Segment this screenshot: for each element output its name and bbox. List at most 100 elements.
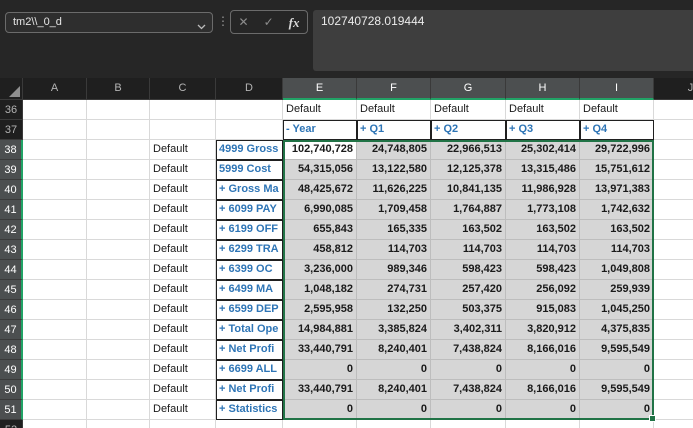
cell-B50[interactable] xyxy=(87,380,150,400)
cell-F52[interactable] xyxy=(357,420,431,428)
cell-I38[interactable]: 29,722,996 xyxy=(580,140,654,160)
cell-I43[interactable]: 114,703 xyxy=(580,240,654,260)
cell-F47[interactable]: 3,385,824 xyxy=(357,320,431,340)
row-header-40[interactable]: 40 xyxy=(0,180,23,200)
cell-J45[interactable] xyxy=(654,280,693,300)
cell-F37[interactable]: + Q1 xyxy=(357,120,431,140)
cancel-icon[interactable]: ✕ xyxy=(238,15,249,29)
cell-I36[interactable]: Default xyxy=(580,100,654,120)
cell-A49[interactable] xyxy=(23,360,87,380)
cell-F40[interactable]: 11,626,225 xyxy=(357,180,431,200)
cell-H43[interactable]: 114,703 xyxy=(506,240,580,260)
cell-H40[interactable]: 11,986,928 xyxy=(506,180,580,200)
cell-A38[interactable] xyxy=(23,140,87,160)
cell-I45[interactable]: 259,939 xyxy=(580,280,654,300)
cell-C38[interactable]: Default xyxy=(150,140,216,160)
cell-H49[interactable]: 0 xyxy=(506,360,580,380)
cell-B40[interactable] xyxy=(87,180,150,200)
cell-G36[interactable]: Default xyxy=(431,100,506,120)
cell-J38[interactable] xyxy=(654,140,693,160)
column-header-G[interactable]: G xyxy=(431,78,506,100)
cell-I49[interactable]: 0 xyxy=(580,360,654,380)
cell-B44[interactable] xyxy=(87,260,150,280)
column-header-C[interactable]: C xyxy=(150,78,216,100)
cell-B37[interactable] xyxy=(87,120,150,140)
cell-A50[interactable] xyxy=(23,380,87,400)
cell-G38[interactable]: 22,966,513 xyxy=(431,140,506,160)
cell-A47[interactable] xyxy=(23,320,87,340)
cell-D51[interactable]: + Statistics xyxy=(216,400,283,420)
cell-J46[interactable] xyxy=(654,300,693,320)
cell-D43[interactable]: + 6299 TRA xyxy=(216,240,283,260)
cell-J44[interactable] xyxy=(654,260,693,280)
cell-B42[interactable] xyxy=(87,220,150,240)
cell-F45[interactable]: 274,731 xyxy=(357,280,431,300)
column-header-D[interactable]: D xyxy=(216,78,283,100)
row-header-50[interactable]: 50 xyxy=(0,380,23,400)
cell-C40[interactable]: Default xyxy=(150,180,216,200)
accept-icon[interactable]: ✓ xyxy=(263,15,274,29)
cell-E37[interactable]: - Year xyxy=(283,120,357,140)
cell-E50[interactable]: 33,440,791 xyxy=(283,380,357,400)
cell-I39[interactable]: 15,751,612 xyxy=(580,160,654,180)
cell-C52[interactable] xyxy=(150,420,216,428)
cell-G39[interactable]: 12,125,378 xyxy=(431,160,506,180)
column-header-F[interactable]: F xyxy=(357,78,431,100)
cell-D48[interactable]: + Net Profi xyxy=(216,340,283,360)
cell-D50[interactable]: + Net Profi xyxy=(216,380,283,400)
cell-C51[interactable]: Default xyxy=(150,400,216,420)
cell-B52[interactable] xyxy=(87,420,150,428)
cell-A37[interactable] xyxy=(23,120,87,140)
cell-A41[interactable] xyxy=(23,200,87,220)
cell-J48[interactable] xyxy=(654,340,693,360)
cell-A39[interactable] xyxy=(23,160,87,180)
select-all-corner[interactable] xyxy=(0,78,23,100)
cell-G44[interactable]: 598,423 xyxy=(431,260,506,280)
cell-H36[interactable]: Default xyxy=(506,100,580,120)
name-box[interactable]: tm2\\_0_d xyxy=(5,12,213,33)
cell-E39[interactable]: 54,315,056 xyxy=(283,160,357,180)
cell-F42[interactable]: 165,335 xyxy=(357,220,431,240)
cell-F38[interactable]: 24,748,805 xyxy=(357,140,431,160)
cell-H37[interactable]: + Q3 xyxy=(506,120,580,140)
cell-E43[interactable]: 458,812 xyxy=(283,240,357,260)
cell-D38[interactable]: 4999 Gross xyxy=(216,140,283,160)
cell-F44[interactable]: 989,346 xyxy=(357,260,431,280)
cell-B39[interactable] xyxy=(87,160,150,180)
cell-B49[interactable] xyxy=(87,360,150,380)
cell-G47[interactable]: 3,402,311 xyxy=(431,320,506,340)
cell-A46[interactable] xyxy=(23,300,87,320)
cell-D44[interactable]: + 6399 OC xyxy=(216,260,283,280)
cell-I51[interactable]: 0 xyxy=(580,400,654,420)
cell-H50[interactable]: 8,166,016 xyxy=(506,380,580,400)
cell-E42[interactable]: 655,843 xyxy=(283,220,357,240)
fill-handle[interactable] xyxy=(649,415,656,422)
cell-D46[interactable]: + 6599 DEP xyxy=(216,300,283,320)
cell-H38[interactable]: 25,302,414 xyxy=(506,140,580,160)
row-header-38[interactable]: 38 xyxy=(0,140,23,160)
cell-I47[interactable]: 4,375,835 xyxy=(580,320,654,340)
cell-C49[interactable]: Default xyxy=(150,360,216,380)
row-header-51[interactable]: 51 xyxy=(0,400,23,420)
row-header-45[interactable]: 45 xyxy=(0,280,23,300)
cell-G51[interactable]: 0 xyxy=(431,400,506,420)
cell-A44[interactable] xyxy=(23,260,87,280)
column-header-I[interactable]: I xyxy=(580,78,654,100)
column-header-B[interactable]: B xyxy=(87,78,150,100)
cell-F39[interactable]: 13,122,580 xyxy=(357,160,431,180)
cell-F49[interactable]: 0 xyxy=(357,360,431,380)
cell-E41[interactable]: 6,990,085 xyxy=(283,200,357,220)
row-header-36[interactable]: 36 xyxy=(0,100,23,120)
cell-A52[interactable] xyxy=(23,420,87,428)
cell-J36[interactable] xyxy=(654,100,693,120)
cell-C45[interactable]: Default xyxy=(150,280,216,300)
insert-function-icon[interactable]: fx xyxy=(288,14,300,30)
cell-I37[interactable]: + Q4 xyxy=(580,120,654,140)
cell-F48[interactable]: 8,240,401 xyxy=(357,340,431,360)
cell-J47[interactable] xyxy=(654,320,693,340)
cell-E47[interactable]: 14,984,881 xyxy=(283,320,357,340)
row-header-47[interactable]: 47 xyxy=(0,320,23,340)
cell-C43[interactable]: Default xyxy=(150,240,216,260)
cell-H45[interactable]: 256,092 xyxy=(506,280,580,300)
cell-D52[interactable] xyxy=(216,420,283,428)
